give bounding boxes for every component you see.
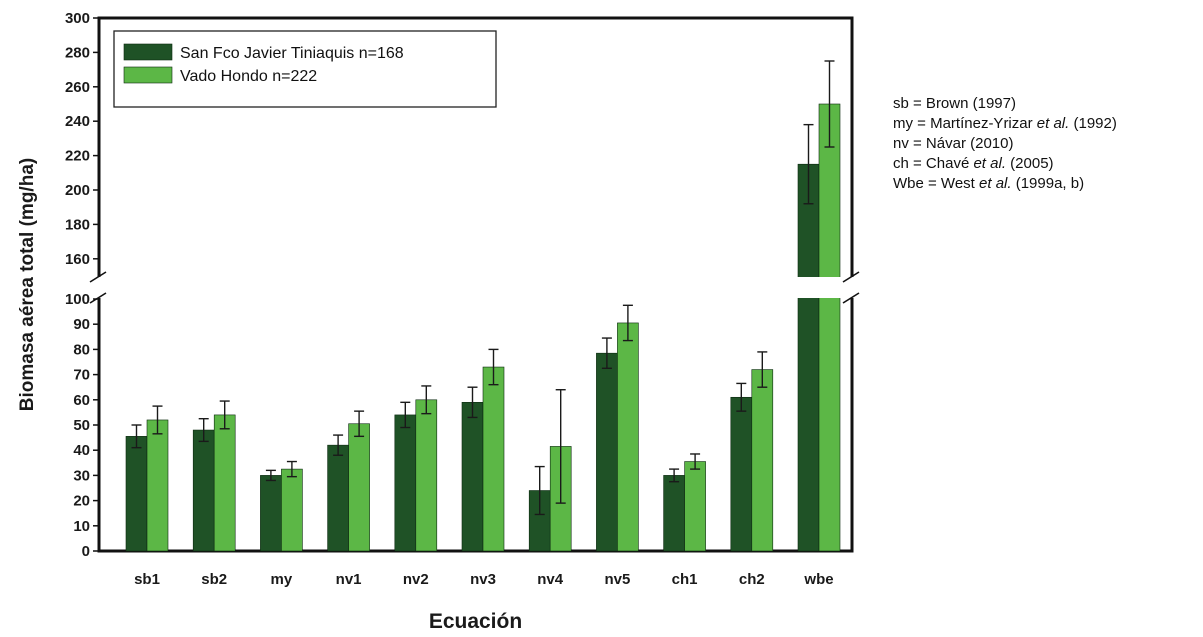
note-3: ch = Chavé et al. (2005) bbox=[893, 155, 1054, 172]
y-tick-label-10: 10 bbox=[73, 518, 90, 535]
bar-nv3-series-1 bbox=[461, 402, 484, 552]
bar-nv3-series-2 bbox=[482, 366, 505, 552]
x-tick-label-wbe: wbe bbox=[803, 571, 833, 588]
y-tick-label-70: 70 bbox=[73, 367, 90, 384]
bar-nv1-series-2 bbox=[348, 423, 370, 552]
y-tick-label-0: 0 bbox=[82, 543, 90, 560]
y-tick-label-160: 160 bbox=[65, 251, 90, 268]
y-axis-title: Biomasa aérea total (mg/ha) bbox=[17, 158, 38, 411]
bar-sb2-series-2 bbox=[213, 414, 236, 552]
y-tick-label-260: 260 bbox=[65, 79, 90, 96]
bar-my-series-2 bbox=[281, 468, 303, 552]
y-tick-label-220: 220 bbox=[65, 148, 90, 165]
note-0: sb = Brown (1997) bbox=[893, 95, 1016, 112]
bar-nv2-series-1 bbox=[394, 414, 417, 552]
legend-label-2: Vado Hondo n=222 bbox=[180, 68, 317, 85]
bar-nv5-series-1 bbox=[596, 352, 618, 552]
bar-ch1-series-1 bbox=[663, 475, 685, 552]
break-mark-upper-0 bbox=[89, 271, 107, 283]
y-tick-label-30: 30 bbox=[73, 467, 90, 484]
axis-break-gap bbox=[95, 277, 856, 298]
note-2: nv = Návar (2010) bbox=[893, 135, 1014, 152]
bar-wbe-series-2 bbox=[818, 103, 841, 552]
x-tick-label-nv5: nv5 bbox=[604, 571, 630, 588]
note-4: Wbe = West et al. (1999a, b) bbox=[893, 175, 1085, 192]
y-tick-label-80: 80 bbox=[73, 341, 90, 358]
break-mark-lower-1 bbox=[842, 292, 860, 304]
bar-wbe-series-1 bbox=[797, 163, 820, 552]
x-tick-label-my: my bbox=[271, 571, 293, 588]
bar-sb2-series-1 bbox=[192, 429, 215, 552]
x-tick-label-ch2: ch2 bbox=[739, 571, 765, 588]
x-tick-label-nv1: nv1 bbox=[336, 571, 362, 588]
note-1: my = Martínez-Yrizar et al. (1992) bbox=[893, 115, 1117, 132]
bar-ch1-series-2 bbox=[684, 461, 706, 552]
x-tick-label-nv2: nv2 bbox=[403, 571, 429, 588]
y-tick-label-200: 200 bbox=[65, 182, 90, 199]
bar-ch2-series-2 bbox=[751, 369, 774, 552]
break-mark-lower-0 bbox=[89, 292, 107, 304]
legend-swatch-2 bbox=[123, 66, 173, 84]
bar-sb1-series-1 bbox=[125, 436, 148, 552]
x-tick-label-ch1: ch1 bbox=[672, 571, 698, 588]
bar-nv1-series-1 bbox=[327, 444, 349, 552]
x-tick-label-sb1: sb1 bbox=[134, 571, 160, 588]
y-tick-label-90: 90 bbox=[73, 316, 90, 333]
bar-sb1-series-2 bbox=[146, 419, 169, 552]
y-tick-label-20: 20 bbox=[73, 493, 90, 510]
bar-my-series-1 bbox=[260, 475, 282, 552]
y-tick-label-280: 280 bbox=[65, 44, 90, 61]
bar-nv5-series-2 bbox=[617, 322, 639, 552]
bar-nv2-series-2 bbox=[415, 399, 438, 552]
x-tick-label-sb2: sb2 bbox=[201, 571, 227, 588]
y-tick-label-240: 240 bbox=[65, 113, 90, 130]
y-tick-label-300: 300 bbox=[65, 10, 90, 27]
y-tick-label-180: 180 bbox=[65, 216, 90, 233]
y-tick-label-60: 60 bbox=[73, 392, 90, 409]
legend-label-1: San Fco Javier Tiniaquis n=168 bbox=[180, 45, 404, 62]
y-tick-label-40: 40 bbox=[73, 442, 90, 459]
legend-box bbox=[113, 30, 497, 108]
x-tick-label-nv4: nv4 bbox=[537, 571, 564, 588]
break-mark-upper-1 bbox=[842, 271, 860, 283]
x-tick-label-nv3: nv3 bbox=[470, 571, 496, 588]
abbreviation-notes: sb = Brown (1997) my = Martínez-Yrizar e… bbox=[893, 94, 1117, 194]
bar-ch2-series-1 bbox=[730, 396, 753, 552]
legend-swatch-1 bbox=[123, 43, 173, 61]
x-axis-title: Ecuación bbox=[429, 610, 522, 633]
y-tick-label-100: 100 bbox=[65, 291, 90, 308]
y-tick-label-50: 50 bbox=[73, 417, 90, 434]
